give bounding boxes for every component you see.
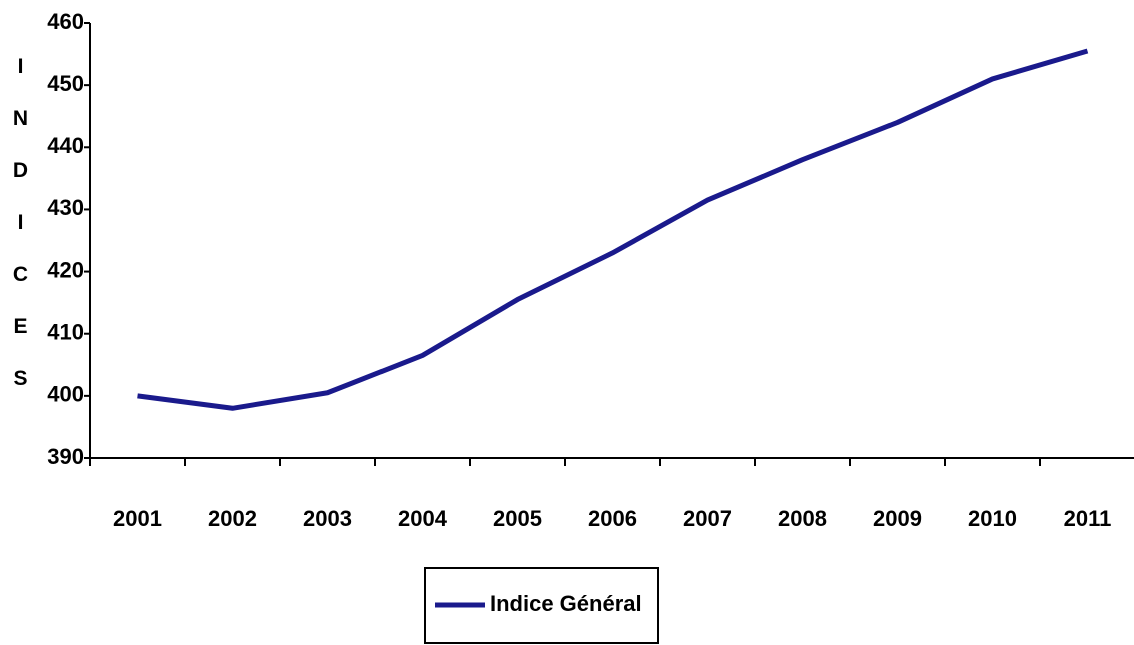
y-tick-label: 430 xyxy=(47,195,84,220)
x-tick-label: 2011 xyxy=(1064,506,1112,531)
y-tick-label: 460 xyxy=(47,9,84,34)
x-tick-label: 2003 xyxy=(303,506,352,531)
y-axis-label: INDICES xyxy=(9,55,32,419)
y-tick-label: 420 xyxy=(47,257,84,282)
series-line xyxy=(137,48,1089,411)
y-tick-label: 390 xyxy=(47,444,84,469)
x-tick-label: 2007 xyxy=(683,506,732,531)
y-tick-label: 410 xyxy=(47,320,84,345)
x-tick-label: 2006 xyxy=(588,506,637,531)
x-tick-label: 2010 xyxy=(968,506,1017,531)
x-tick-label: 2002 xyxy=(208,506,257,531)
y-tick-label: 400 xyxy=(47,382,84,407)
x-tick-label: 2005 xyxy=(493,506,542,531)
x-tick-label: 2001 xyxy=(113,506,162,531)
legend-label: Indice Général xyxy=(490,591,642,616)
x-tick-label: 2008 xyxy=(778,506,827,531)
x-tick-label: 2009 xyxy=(873,506,922,531)
y-tick-label: 450 xyxy=(47,71,84,96)
y-tick-label: 440 xyxy=(47,133,84,158)
x-tick-label: 2004 xyxy=(398,506,448,531)
